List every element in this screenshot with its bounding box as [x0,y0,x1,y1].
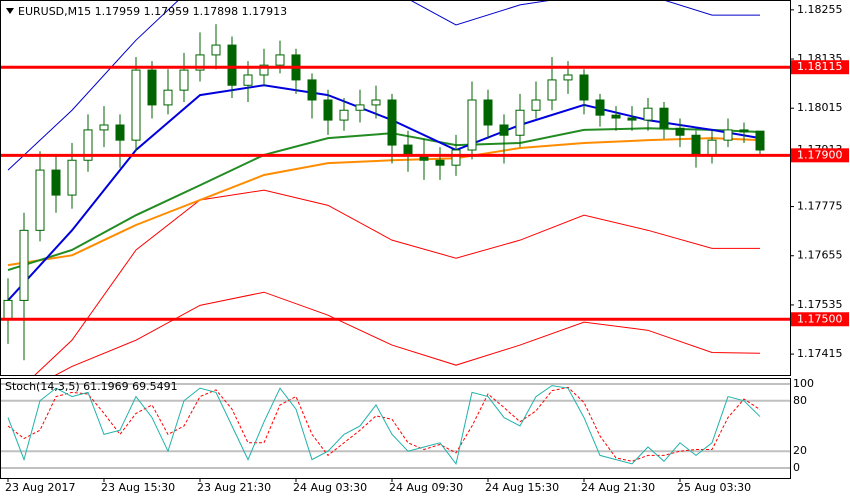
candle-body [355,104,365,111]
candle-body [611,114,621,119]
candle-body [147,69,157,106]
candle-body [563,74,573,81]
x-tick-label: 25 Aug 03:30 [677,481,751,494]
candle-body [19,229,29,301]
candle-body [67,159,77,196]
chart-title: EURUSD,M15 1.17959 1.17959 1.17898 1.179… [18,5,287,18]
x-tick-label: 23 Aug 15:30 [101,481,175,494]
x-tick-label: 23 Aug 2017 [5,481,75,494]
x-tick-label: 23 Aug 21:30 [197,481,271,494]
main-panel-border [0,0,791,376]
level-label-bg [791,312,849,327]
candle-body [723,129,733,141]
candle-body [467,99,477,151]
candle-body [755,130,765,151]
candle-body [131,69,141,141]
y-tick-label: 1.18015 [797,101,843,114]
candle-body [259,64,269,76]
stoch-tick-label: 100 [793,377,814,390]
stoch-panel-border [0,378,791,479]
candle-body [659,107,669,129]
candle-body [99,124,109,131]
candle-body [115,124,125,141]
candle-body [531,99,541,111]
candle-body [371,99,381,106]
candle-body [323,99,333,121]
level-label: 1.17500 [797,312,843,325]
candle-body [243,74,253,86]
candle-body [211,44,221,56]
candle-body [403,144,413,156]
candle-body [435,159,445,166]
candle-body [691,134,701,156]
stoch-main-line [7,385,761,465]
menu-triangle[interactable] [6,8,14,14]
candle-body [307,79,317,101]
indicator-line [54,291,761,375]
y-tick-label: 1.18255 [797,3,843,16]
candle-body [227,44,237,86]
stoch-title: Stoch(14,3,5) 61.1969 69.5491 [5,380,178,393]
candle-body [643,107,653,121]
x-tick-label: 24 Aug 09:30 [389,481,463,494]
level-label: 1.18115 [797,60,843,73]
indicator-line [34,189,760,375]
level-label-bg [791,148,849,163]
candle-body [275,54,285,66]
candle-body [3,299,13,320]
candle-body [515,109,525,136]
y-tick-label: 1.17775 [797,200,843,213]
candle-body [163,89,173,106]
stoch-tick-label: 20 [793,444,807,457]
candle-body [547,79,557,101]
candle-body [675,127,685,136]
candle-body [451,149,461,166]
candle-body [35,169,45,231]
x-tick-label: 24 Aug 21:30 [581,481,655,494]
level-label-bg [791,60,849,75]
candle-body [179,69,189,91]
candle-body [483,99,493,126]
candle-body [195,54,205,71]
stoch-tick-label: 80 [793,394,807,407]
x-tick-label: 24 Aug 15:30 [485,481,559,494]
y-tick-label: 1.17415 [797,347,843,360]
candle-body [83,129,93,161]
y-tick-label: 1.17535 [797,298,843,311]
indicator-line [7,0,760,171]
candle-body [627,117,637,121]
stoch-tick-label: 0 [793,461,800,474]
candle-body [339,109,349,121]
candle-body [707,139,717,156]
candle-body [51,169,61,196]
candle-body [387,99,397,146]
candle-body [595,99,605,116]
candle-body [499,124,509,136]
x-tick-label: 24 Aug 03:30 [293,481,367,494]
candle-body [579,74,589,101]
level-label: 1.17900 [797,148,843,161]
candle-body [739,129,749,133]
y-tick-label: 1.17655 [797,249,843,262]
